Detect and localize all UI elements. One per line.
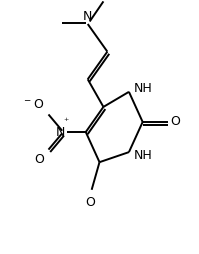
Text: $^-$O: $^-$O <box>22 98 45 111</box>
Text: O: O <box>85 196 95 209</box>
Text: $^+$: $^+$ <box>62 117 70 126</box>
Text: O: O <box>35 153 45 166</box>
Text: O: O <box>171 116 180 129</box>
Text: N: N <box>56 125 65 138</box>
Text: NH: NH <box>134 82 153 94</box>
Text: NH: NH <box>134 149 153 162</box>
Text: N: N <box>83 10 92 23</box>
